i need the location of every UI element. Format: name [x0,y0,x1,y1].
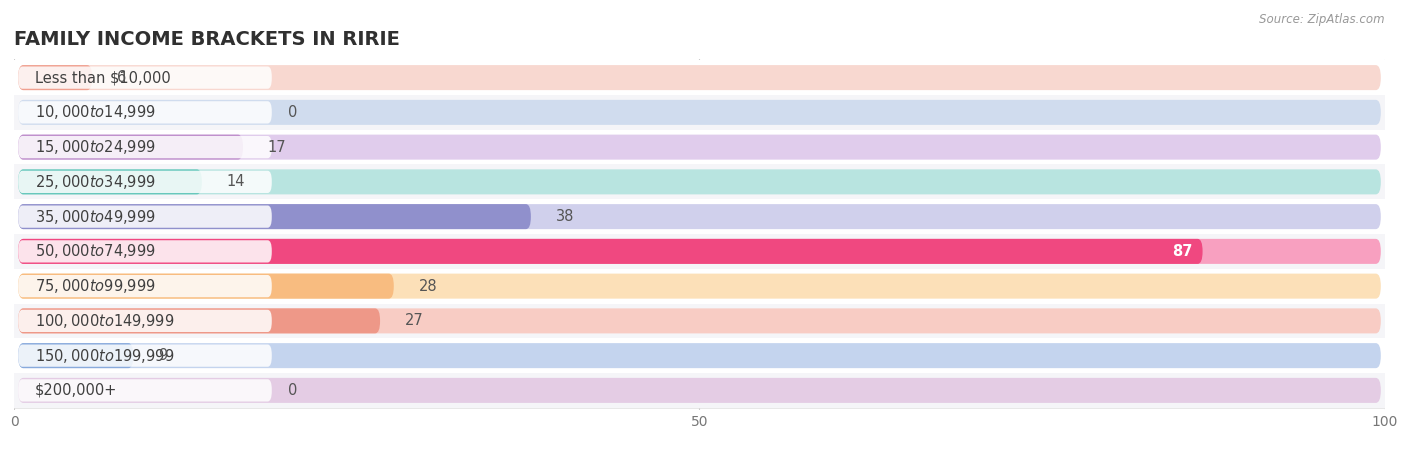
Text: 38: 38 [555,209,574,224]
FancyBboxPatch shape [18,171,271,193]
Text: $75,000 to $99,999: $75,000 to $99,999 [35,277,156,295]
FancyBboxPatch shape [14,60,1385,95]
Text: 0: 0 [288,383,298,398]
FancyBboxPatch shape [18,135,1381,160]
FancyBboxPatch shape [18,204,1381,229]
FancyBboxPatch shape [18,239,1202,264]
FancyBboxPatch shape [14,373,1385,408]
Text: 9: 9 [157,348,167,363]
FancyBboxPatch shape [18,275,271,297]
Text: 6: 6 [117,70,127,85]
FancyBboxPatch shape [18,169,1381,194]
FancyBboxPatch shape [18,65,93,90]
FancyBboxPatch shape [18,343,1381,368]
FancyBboxPatch shape [14,303,1385,338]
Text: $15,000 to $24,999: $15,000 to $24,999 [35,138,156,156]
FancyBboxPatch shape [18,136,271,158]
FancyBboxPatch shape [14,199,1385,234]
FancyBboxPatch shape [18,308,380,333]
Text: $35,000 to $49,999: $35,000 to $49,999 [35,207,156,225]
FancyBboxPatch shape [18,239,1381,264]
FancyBboxPatch shape [14,234,1385,269]
Text: $100,000 to $149,999: $100,000 to $149,999 [35,312,174,330]
Text: 0: 0 [288,105,298,120]
FancyBboxPatch shape [18,240,271,262]
FancyBboxPatch shape [14,95,1385,130]
FancyBboxPatch shape [14,165,1385,199]
Text: Less than $10,000: Less than $10,000 [35,70,170,85]
Text: 28: 28 [419,279,437,294]
FancyBboxPatch shape [18,206,271,228]
FancyBboxPatch shape [18,345,271,367]
Text: $10,000 to $14,999: $10,000 to $14,999 [35,104,156,122]
FancyBboxPatch shape [18,101,271,123]
Text: 87: 87 [1173,244,1192,259]
FancyBboxPatch shape [18,65,1381,90]
FancyBboxPatch shape [18,310,271,332]
FancyBboxPatch shape [18,274,394,299]
FancyBboxPatch shape [14,338,1385,373]
FancyBboxPatch shape [18,274,1381,299]
Text: 14: 14 [226,174,245,189]
Text: FAMILY INCOME BRACKETS IN RIRIE: FAMILY INCOME BRACKETS IN RIRIE [14,30,399,49]
FancyBboxPatch shape [18,343,134,368]
FancyBboxPatch shape [18,100,1381,125]
Text: $25,000 to $34,999: $25,000 to $34,999 [35,173,156,191]
Text: 27: 27 [405,313,423,328]
FancyBboxPatch shape [18,135,243,160]
FancyBboxPatch shape [18,204,531,229]
Text: $200,000+: $200,000+ [35,383,117,398]
Text: $50,000 to $74,999: $50,000 to $74,999 [35,243,156,261]
FancyBboxPatch shape [18,378,1381,403]
FancyBboxPatch shape [18,67,271,89]
FancyBboxPatch shape [14,269,1385,303]
Text: Source: ZipAtlas.com: Source: ZipAtlas.com [1260,14,1385,27]
Text: $150,000 to $199,999: $150,000 to $199,999 [35,346,174,364]
FancyBboxPatch shape [18,308,1381,333]
FancyBboxPatch shape [14,130,1385,165]
FancyBboxPatch shape [18,379,271,401]
Text: 17: 17 [267,140,287,155]
FancyBboxPatch shape [18,169,202,194]
